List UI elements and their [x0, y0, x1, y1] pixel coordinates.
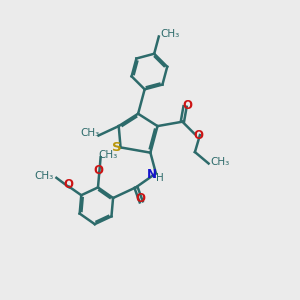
Text: CH₃: CH₃ — [210, 157, 229, 167]
Text: CH₃: CH₃ — [98, 150, 118, 161]
Text: CH₃: CH₃ — [35, 171, 54, 181]
Text: S: S — [112, 141, 122, 154]
Text: O: O — [64, 178, 74, 191]
Text: CH₃: CH₃ — [160, 28, 179, 38]
Text: O: O — [94, 164, 104, 177]
Text: CH₃: CH₃ — [80, 128, 99, 138]
Text: O: O — [193, 129, 203, 142]
Text: N: N — [147, 168, 158, 181]
Text: H: H — [156, 172, 164, 182]
Text: O: O — [182, 99, 192, 112]
Text: O: O — [135, 192, 145, 206]
